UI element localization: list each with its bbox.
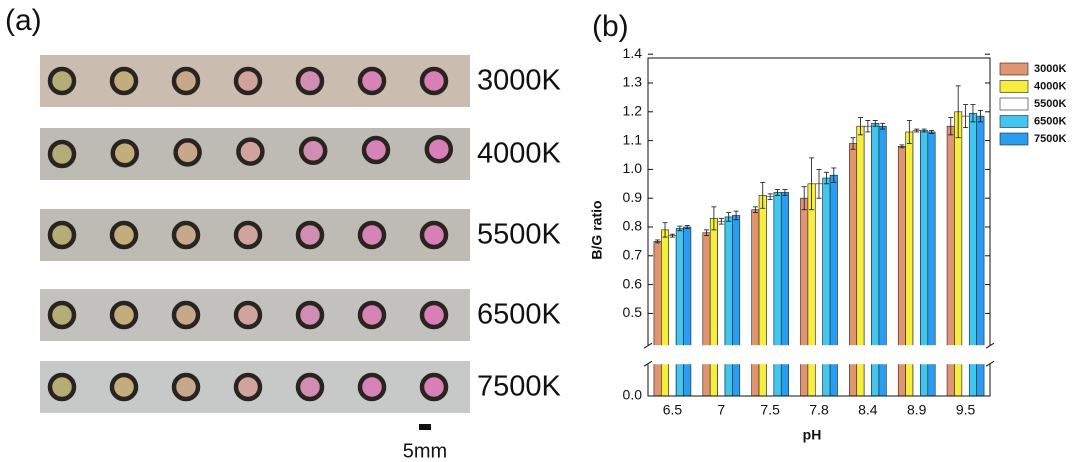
legend-swatch: [1000, 81, 1028, 93]
legend-label: 3000K: [1034, 63, 1066, 75]
sample-spot: [50, 303, 74, 327]
sample-spot: [422, 303, 446, 327]
legend-label: 7500K: [1034, 133, 1066, 145]
sample-spot: [174, 303, 198, 327]
sample-spot: [50, 375, 74, 399]
x-tick-label: 6.5: [663, 402, 683, 418]
sample-spot: [238, 140, 262, 164]
y-tick-label: 0.6: [623, 275, 643, 291]
legend-label: 6500K: [1034, 115, 1066, 127]
strip-label: 3000K: [477, 65, 562, 97]
bar: [718, 221, 725, 396]
bar: [684, 227, 691, 396]
sample-spot: [364, 138, 388, 162]
y-axis-title: B/G ratio: [589, 200, 605, 259]
x-tick-label: 7: [717, 402, 725, 418]
bar: [759, 195, 766, 396]
bar: [710, 218, 717, 396]
y-tick-label: 1.0: [623, 160, 643, 176]
bar: [676, 228, 683, 396]
sample-spot: [236, 69, 260, 93]
legend-swatch: [1000, 133, 1028, 145]
sample-spot: [112, 375, 136, 399]
sample-spot: [236, 303, 260, 327]
strip-label: 5500K: [477, 219, 562, 251]
x-tick-label: 8.9: [907, 402, 927, 418]
x-axis-title: pH: [803, 427, 822, 443]
axis-break: [644, 345, 994, 364]
sample-spot: [112, 69, 136, 93]
sample-spot: [301, 139, 325, 163]
legend-label: 5500K: [1034, 98, 1066, 110]
sample-spot: [236, 375, 260, 399]
sample-spot: [174, 69, 198, 93]
sample-spot: [360, 375, 384, 399]
panel-label: (a): [5, 4, 42, 37]
legend-label: 4000K: [1034, 80, 1066, 92]
scale-bar: [419, 424, 431, 430]
legend-swatch: [1000, 98, 1028, 110]
sample-spot: [174, 375, 198, 399]
sample-spot: [174, 223, 198, 247]
x-tick-label: 9.5: [956, 402, 976, 418]
bar: [725, 217, 732, 396]
bar: [774, 192, 781, 396]
strip-label: 7500K: [477, 371, 562, 403]
y-tick-label: 1.2: [623, 103, 643, 119]
bar: [703, 233, 710, 396]
bar: [752, 210, 759, 396]
bar: [661, 230, 668, 396]
sample-spot: [176, 140, 200, 164]
sample-spot: [360, 223, 384, 247]
sample-spot: [298, 303, 322, 327]
sample-spot: [298, 223, 322, 247]
strip-label: 6500K: [477, 299, 562, 331]
x-tick-label: 7.5: [760, 402, 780, 418]
sample-spot: [298, 69, 322, 93]
figure: (a) (b) 5mm pH B/G ratio 3000K 4000K 5500K…: [0, 0, 1079, 462]
strip-label: 4000K: [477, 138, 562, 170]
sample-spot: [427, 137, 451, 161]
y-tick-label: 1.3: [623, 74, 643, 90]
y-tick-label: 1.4: [623, 45, 643, 61]
sample-spot: [112, 223, 136, 247]
sample-spot: [50, 223, 74, 247]
sample-spot: [113, 141, 137, 165]
y-tick-label: 1.1: [623, 131, 643, 147]
x-tick-label: 7.8: [809, 402, 829, 418]
bar: [654, 241, 661, 396]
scale-label: 5mm: [403, 440, 447, 462]
y-tick-label: 0.5: [623, 304, 643, 320]
y-tick-label: 0.8: [623, 218, 643, 234]
bar: [669, 236, 676, 396]
sample-spot: [422, 223, 446, 247]
y-tick-label: 0.7: [623, 247, 643, 263]
sample-spot: [298, 375, 322, 399]
sample-spot: [360, 303, 384, 327]
legend-swatch: [1000, 116, 1028, 128]
sample-spot: [422, 69, 446, 93]
sample-spot: [50, 142, 74, 166]
legend-swatch: [1000, 63, 1028, 75]
x-tick-label: 8.4: [858, 402, 878, 418]
bar: [801, 198, 808, 396]
bar: [732, 215, 739, 396]
sample-spot: [422, 375, 446, 399]
bar: [766, 197, 773, 396]
sample-spot: [236, 223, 260, 247]
sample-spot: [50, 69, 74, 93]
y-tick-label: 0.0: [623, 387, 643, 403]
panel-label: (b): [592, 10, 629, 43]
sample-spot: [360, 69, 384, 93]
bar: [781, 192, 788, 396]
y-tick-label: 0.9: [623, 189, 643, 205]
sample-spot: [112, 303, 136, 327]
